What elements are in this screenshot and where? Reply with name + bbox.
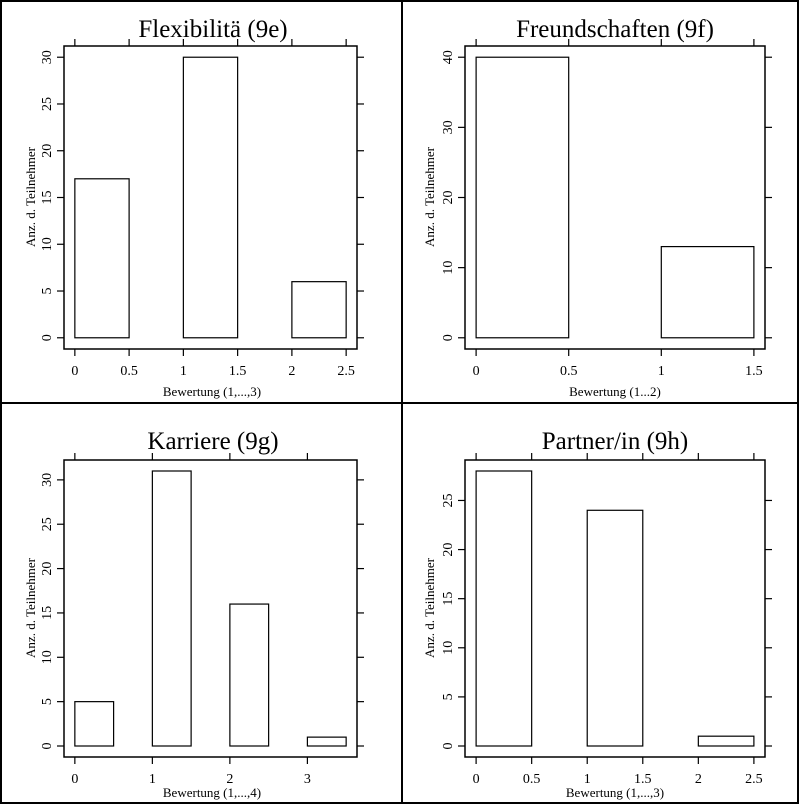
y-tick-label: 10	[40, 237, 55, 251]
x-tick-label: 0	[473, 772, 480, 787]
x-axis-label: Bewertung (1,...,4)	[163, 785, 261, 800]
x-tick-label: 2.5	[337, 364, 355, 379]
bar-0	[475, 470, 533, 747]
y-axis-label: Anz. d. Teilnehmer	[422, 146, 437, 247]
bar-2	[229, 603, 270, 747]
x-tick-label: 2	[695, 772, 702, 787]
x-tick-label: 0	[71, 364, 78, 379]
x-axis-label: Bewertung (1,...,3)	[566, 785, 664, 800]
y-tick-label: 30	[40, 473, 55, 487]
bar-0	[74, 701, 115, 747]
x-tick-label: 0.5	[120, 364, 138, 379]
x-tick-label: 0	[71, 772, 78, 787]
x-tick-label: 0.5	[523, 772, 541, 787]
y-tick-label: 10	[441, 641, 456, 655]
y-tick-label: 30	[441, 120, 456, 134]
x-tick-label: 2.5	[745, 772, 763, 787]
y-tick-label: 30	[40, 50, 55, 64]
panel-partner: Partner/in (9h) 0 0.5 1 1.5 2 2.5 0 5 10 15 20 25 Bew…	[422, 428, 772, 800]
plot-frame	[464, 459, 766, 758]
y-axis-label: Anz. d. Teilnehmer	[23, 146, 38, 247]
y-tick-label: 5	[40, 288, 55, 295]
y-tick-label: 25	[40, 97, 55, 111]
y-tick-label: 10	[441, 261, 456, 275]
x-tick-label: 1	[584, 772, 591, 787]
y-tick-label: 0	[40, 334, 55, 341]
y-tick-label: 10	[40, 650, 55, 664]
x-tick-label: 1.5	[634, 772, 652, 787]
y-tick-label: 5	[40, 698, 55, 705]
y-tick-label: 15	[40, 606, 55, 620]
y-tick-label: 15	[441, 592, 456, 606]
bar-3	[306, 736, 347, 747]
x-tick-label: 1.5	[745, 364, 763, 379]
y-tick-label: 20	[441, 543, 456, 557]
x-axis-label: Bewertung (1...2)	[569, 384, 661, 399]
y-axis-label: Anz. d. Teilnehmer	[422, 557, 437, 658]
panel-flexibilitaet: Flexibilitä (9e) 0 0.5 1 1.5 2 2.5 0 5 10 15 20 25 30…	[23, 16, 364, 399]
bar-2	[291, 281, 347, 339]
panel-title: Freundschaften (9f)	[516, 16, 714, 43]
x-tick-label: 1	[658, 364, 665, 379]
panel-title: Partner/in (9h)	[542, 428, 688, 455]
x-tick-label: 1	[149, 772, 156, 787]
y-tick-label: 20	[441, 191, 456, 205]
bar-0	[74, 178, 130, 339]
y-tick-label: 5	[441, 693, 456, 700]
bar-1	[660, 245, 755, 339]
y-tick-label: 15	[40, 191, 55, 205]
bar-1	[182, 56, 239, 339]
y-tick-label: 40	[441, 50, 456, 64]
y-tick-label: 25	[441, 493, 456, 507]
y-axis-label: Anz. d. Teilnehmer	[23, 557, 38, 658]
y-tick-label: 0	[441, 334, 456, 341]
x-tick-label: 2	[226, 772, 233, 787]
panel-title: Karriere (9g)	[147, 428, 278, 455]
x-tick-label: 3	[304, 772, 311, 787]
x-tick-label: 2	[288, 364, 295, 379]
y-tick-label: 20	[40, 144, 55, 158]
bar-2	[697, 735, 755, 747]
panel-title: Flexibilitä (9e)	[138, 16, 287, 43]
x-tick-label: 1.5	[229, 364, 247, 379]
y-tick-label: 0	[40, 743, 55, 750]
y-tick-label: 0	[441, 743, 456, 750]
plot-frame	[63, 459, 358, 758]
bar-1	[151, 470, 192, 747]
x-axis-label: Bewertung (1,...,3)	[163, 384, 261, 399]
x-tick-label: 1	[180, 364, 187, 379]
x-tick-label: 0.5	[560, 364, 578, 379]
panel-freundschaften: Freundschaften (9f) 0 0.5 1 1.5 0 10 20 30 40 Bewe…	[422, 16, 772, 399]
bar-0	[475, 56, 570, 339]
bar-1	[586, 509, 644, 747]
y-tick-label: 25	[40, 517, 55, 531]
y-tick-label: 20	[40, 562, 55, 576]
x-tick-label: 0	[473, 364, 480, 379]
